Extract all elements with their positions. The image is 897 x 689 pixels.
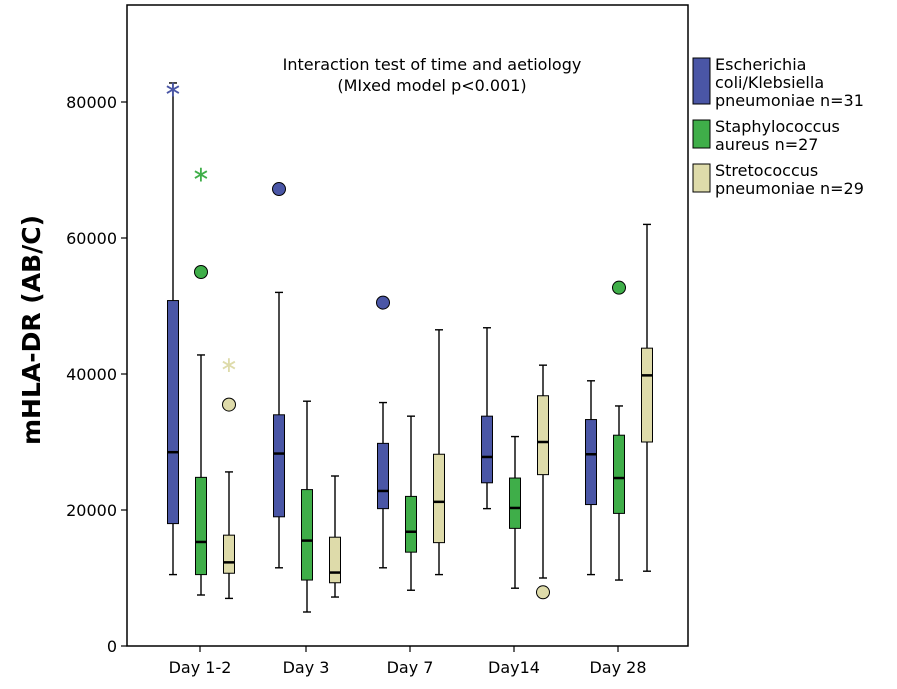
y-tick-label: 80000 [66,93,117,112]
extreme-point: ∗ [220,353,238,378]
y-tick-label: 0 [107,637,117,656]
box [301,400,313,613]
legend-label: aureus n=27 [715,135,818,154]
x-tick-label: Day 28 [589,658,646,677]
box [433,329,445,576]
legend-label: Escherichia [715,55,806,74]
box [376,295,390,569]
iqr-box [273,414,285,518]
legend-swatch [692,119,711,149]
box [641,223,653,572]
iqr-box [377,442,389,510]
series-group: ∗ [164,77,597,576]
x-axis: Day 1-2 Day 3 Day 7 Day14 Day 28 [169,646,647,677]
iqr-box [301,489,313,581]
box [405,415,417,591]
y-axis: 0 20000 40000 60000 80000 [66,93,127,656]
x-tick-label: Day14 [488,658,540,677]
outlier-point [376,295,390,310]
outlier-point [536,585,550,600]
legend-swatch [692,163,711,193]
plot-frame [126,4,689,647]
annotation-line-1: Interaction test of time and aetiology [283,55,582,74]
box [272,182,286,569]
box [585,380,597,576]
x-tick-label: Day 1-2 [169,658,232,677]
series-group: ∗ [192,162,626,613]
iqr-box [481,415,493,484]
iqr-box [405,495,417,553]
annotation: Interaction test of time and aetiology (… [283,55,582,95]
box-series: ∗ ∗ ∗ [164,77,653,613]
legend-label: pneumoniae n=31 [715,91,864,110]
extreme-point: ∗ [192,162,210,187]
iqr-box [195,476,207,576]
legend-label: Stretococcus [715,161,818,180]
y-tick-label: 60000 [66,229,117,248]
outlier-point [612,280,626,295]
iqr-box [433,453,445,544]
box: ∗ [220,353,238,600]
iqr-box [509,477,521,529]
iqr-box [537,395,549,476]
box [481,327,493,510]
outlier-point [272,182,286,197]
series-group: ∗ [220,223,653,600]
x-tick-label: Day 7 [387,658,434,677]
legend-swatch [692,57,711,105]
outlier-point [222,397,236,412]
box [612,280,626,581]
box: ∗ [192,162,210,596]
outlier-point [194,265,208,279]
iqr-box [613,434,625,514]
iqr-box [641,347,653,443]
annotation-line-2: (MIxed model p<0.001) [337,76,526,95]
y-axis-label: mHLA-DR (AB/C) [17,215,46,445]
box [509,435,521,589]
legend-label: coli/Klebsiella [715,73,824,92]
extreme-point: ∗ [164,77,182,102]
legend-label: pneumoniae n=29 [715,179,864,198]
iqr-box [167,300,179,525]
box [329,475,341,598]
x-tick-label: Day 3 [283,658,330,677]
iqr-box [585,419,597,506]
y-tick-label: 40000 [66,365,117,384]
box [536,364,550,600]
y-tick-label: 20000 [66,501,117,520]
iqr-box [329,536,341,584]
iqr-box [223,534,235,574]
box: ∗ [164,77,182,576]
legend-label: Staphylococcus [715,117,840,136]
